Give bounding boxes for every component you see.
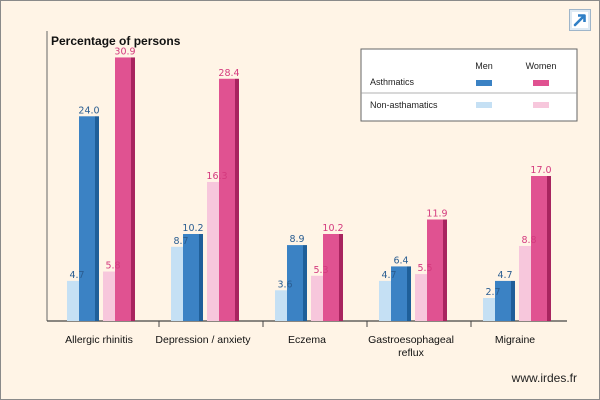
legend-swatch-non-asthmatics-women	[533, 102, 549, 108]
value-label-eczema-non-asthamatics-men: 3.6	[277, 279, 292, 290]
value-label-migraine-non-asthamatics-men: 2.7	[485, 287, 500, 298]
chart-title: Percentage of persons	[51, 34, 181, 48]
value-label-depression-anxiety-non-asthamatics-women: 16.3	[206, 171, 227, 182]
bar-migraine-asthmatics-women	[531, 176, 551, 321]
external-link-icon[interactable]	[569, 9, 591, 31]
value-label-gastroesophageal-reflux-asthmatics-men: 6.4	[393, 255, 408, 266]
bar-migraine-asthmatics-men	[495, 280, 515, 321]
value-label-depression-anxiety-asthmatics-men: 10.2	[182, 223, 203, 234]
value-label-migraine-non-asthamatics-women: 8.8	[521, 235, 536, 246]
legend-row-asthmatics: Asthmatics	[370, 77, 415, 87]
legend-col-men: Men	[475, 61, 493, 71]
bar-gastroesophageal-reflux-asthmatics-women	[427, 219, 447, 321]
value-label-gastroesophageal-reflux-asthmatics-women: 11.9	[426, 209, 447, 220]
bar-allergic-rhinitis-asthmatics-women	[115, 57, 135, 322]
value-label-allergic-rhinitis-non-asthamatics-men: 4.7	[69, 270, 84, 281]
value-label-eczema-asthmatics-women: 10.2	[322, 223, 343, 234]
legend-col-women: Women	[526, 61, 557, 71]
value-label-depression-anxiety-non-asthamatics-men: 8.7	[173, 236, 188, 247]
value-label-depression-anxiety-asthmatics-women: 28.4	[218, 68, 239, 79]
bar-depression-anxiety-asthmatics-men	[183, 234, 203, 321]
x-tick-label-eczema: Eczema	[288, 334, 326, 346]
bar-gastroesophageal-reflux-asthmatics-men	[391, 266, 411, 321]
value-label-allergic-rhinitis-non-asthamatics-women: 5.8	[105, 261, 120, 272]
value-label-eczema-asthmatics-men: 8.9	[289, 234, 304, 245]
legend-swatch-asthmatics-men	[476, 80, 492, 86]
legend-row-non-asthmatics: Non-asthamatics	[370, 100, 438, 110]
value-label-allergic-rhinitis-asthmatics-men: 24.0	[78, 105, 99, 116]
value-label-allergic-rhinitis-asthmatics-women: 30.9	[114, 46, 135, 57]
site-url: www.irdes.fr	[511, 371, 577, 385]
x-tick-label-migraine: Migraine	[495, 334, 535, 346]
x-tick-label-gastroesophageal-reflux: Gastroesophageal reflux	[368, 334, 454, 359]
x-tick-label-allergic-rhinitis: Allergic rhinitis	[65, 334, 133, 346]
value-label-migraine-asthmatics-men: 4.7	[497, 270, 512, 281]
bar-depression-anxiety-asthmatics-women	[219, 78, 239, 321]
legend-swatch-non-asthmatics-men	[476, 102, 492, 108]
bar-eczema-asthmatics-women	[323, 234, 343, 321]
legend: Men Women Asthmatics Non-asthamatics	[360, 48, 578, 122]
legend-swatch-asthmatics-women	[533, 80, 549, 86]
bar-allergic-rhinitis-asthmatics-men	[79, 116, 99, 321]
bar-eczema-asthmatics-men	[287, 245, 307, 321]
value-label-gastroesophageal-reflux-non-asthamatics-women: 5.5	[417, 263, 432, 274]
value-label-migraine-asthmatics-women: 17.0	[530, 165, 551, 176]
value-label-eczema-non-asthamatics-women: 5.3	[313, 265, 328, 276]
value-label-gastroesophageal-reflux-non-asthamatics-men: 4.7	[381, 270, 396, 281]
x-tick-label-depression-anxiety: Depression / anxiety	[155, 334, 251, 346]
